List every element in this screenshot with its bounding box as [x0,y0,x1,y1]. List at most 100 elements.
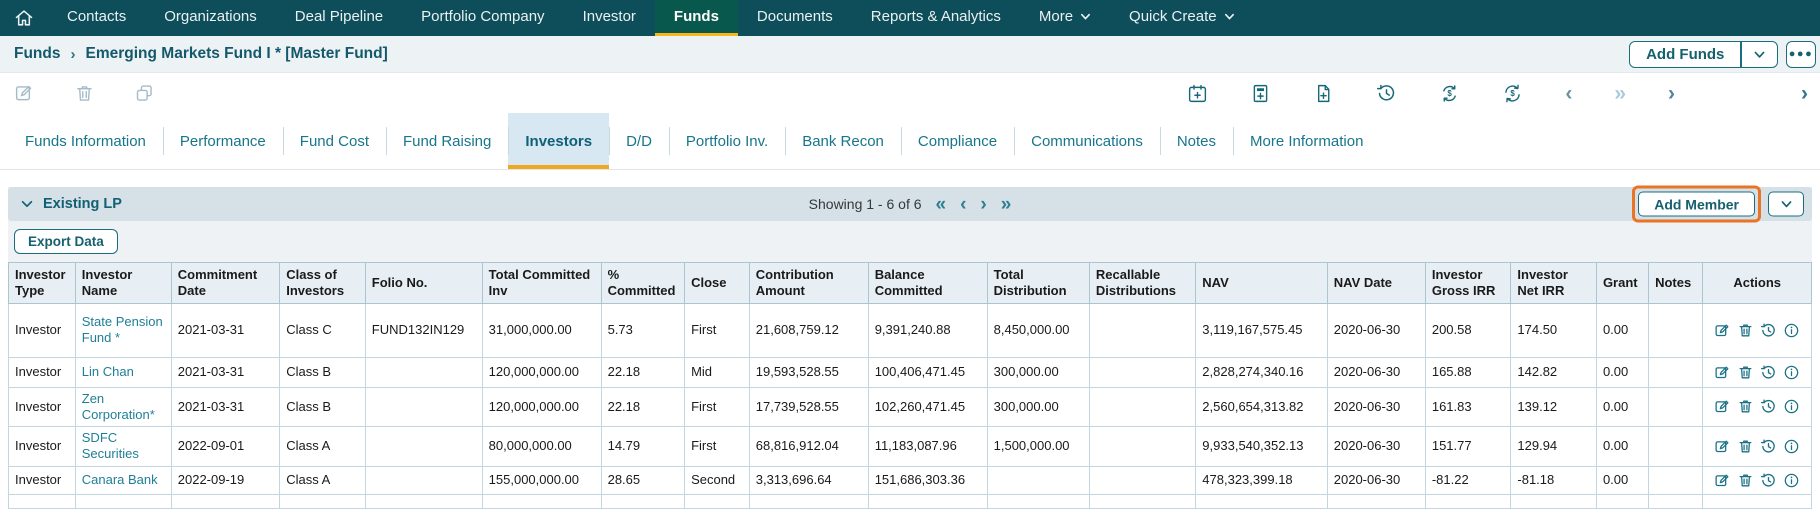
chevron-down-icon[interactable] [1742,42,1777,67]
column-header[interactable]: NAV Date [1326,262,1426,304]
tab-performance[interactable]: Performance [162,113,283,169]
history-icon[interactable] [1760,364,1777,381]
delete-icon[interactable] [1737,398,1754,415]
column-header[interactable]: Contribution Amount [748,262,869,304]
nav-item-more[interactable]: More [1020,0,1110,36]
investor-name-link[interactable]: State Pension Fund * [81,313,163,346]
column-header[interactable]: Total Committed Inv [481,262,602,304]
column-header[interactable]: Grant [1595,262,1650,304]
edit-icon[interactable] [14,83,35,104]
column-header[interactable]: Actions [1702,262,1812,304]
tab-fund-cost[interactable]: Fund Cost [282,113,386,169]
nav-item-funds[interactable]: Funds [654,0,738,36]
column-header[interactable]: % Committed [600,262,686,304]
nav-item-reports-analytics[interactable]: Reports & Analytics [870,8,1001,25]
investor-name-link[interactable]: Canara Bank [81,472,158,488]
export-data-button[interactable]: Export Data [14,229,118,254]
delete-icon[interactable] [74,83,95,104]
calendar-add-icon[interactable] [1187,83,1208,104]
info-icon[interactable] [1783,322,1800,339]
chevron-right-icon[interactable]: › [1668,81,1675,105]
delete-icon[interactable] [1737,364,1754,381]
info-icon[interactable] [1783,472,1800,489]
cell-investor-type: Investor [8,356,76,388]
currency-refresh-icon[interactable]: $ [1502,83,1523,104]
cell-notes [1648,465,1704,495]
edit-icon[interactable] [1714,364,1731,381]
nav-item-quick-create[interactable]: Quick Create [1110,0,1254,36]
history-icon[interactable] [1760,438,1777,455]
column-header[interactable]: Investor Type [8,262,76,304]
nav-item-investor[interactable]: Investor [582,8,636,25]
first-page-icon[interactable]: « [935,193,947,215]
investor-name-link[interactable]: Lin Chan [81,364,134,380]
column-header[interactable]: Balance Committed [867,262,988,304]
cell-investor-type: Investor [8,386,76,428]
table-row: Investor Zen Corporation* 2021-03-31 Cla… [8,386,1812,428]
column-header[interactable]: NAV [1195,262,1328,304]
tab-notes[interactable]: Notes [1159,113,1233,169]
column-header[interactable]: Total Distribution [986,262,1090,304]
nav-item-portfolio-company[interactable]: Portfolio Company [421,8,545,25]
info-icon[interactable] [1783,438,1800,455]
collapse-chevron-icon[interactable] [20,197,34,211]
column-header[interactable]: Investor Net IRR [1510,262,1597,304]
tab-fund-raising[interactable]: Fund Raising [385,113,508,169]
next-page-icon[interactable]: › [980,193,987,215]
home-icon[interactable] [0,0,48,36]
nav-item-deal-pipeline[interactable]: Deal Pipeline [294,8,384,25]
delete-icon[interactable] [1737,322,1754,339]
more-actions-button[interactable]: ●●● [1786,40,1816,68]
edit-icon[interactable] [1714,438,1731,455]
investor-name-link[interactable]: Zen Corporation* [81,390,155,422]
info-icon[interactable] [1783,398,1800,415]
nav-item-documents[interactable]: Documents [756,8,833,25]
cell-recallable [1088,465,1197,495]
currency-sync-icon[interactable]: $ [1439,83,1460,104]
last-page-icon[interactable]: » [1000,193,1012,215]
double-chevron-right-icon[interactable]: » [1614,81,1626,105]
panel-chevron-right-icon[interactable]: › [1801,81,1808,105]
tab-more-information[interactable]: More Information [1233,113,1380,169]
tab-dd[interactable]: D/D [609,113,669,169]
history-icon[interactable] [1760,322,1777,339]
table-toolbar: Export Data [8,221,1812,262]
history-icon[interactable] [1760,398,1777,415]
add-member-dropdown-button[interactable] [1768,191,1804,217]
column-header[interactable]: Close [684,262,750,304]
add-funds-button[interactable]: Add Funds [1646,45,1725,63]
edit-icon[interactable] [1714,472,1731,489]
nav-item-organizations[interactable]: Organizations [164,8,257,25]
column-header[interactable]: Commitment Date [170,262,281,304]
chevron-left-icon[interactable]: ‹ [1565,81,1573,105]
duplicate-icon[interactable] [134,83,155,104]
column-header[interactable]: Recallable Distributions [1088,262,1197,304]
column-header[interactable]: Investor Gross IRR [1424,262,1512,304]
tab-investors[interactable]: Investors [508,113,610,169]
file-add-icon[interactable] [1313,83,1334,104]
column-header[interactable]: Folio No. [364,262,483,304]
breadcrumb-funds-link[interactable]: Funds [14,45,61,62]
column-header[interactable]: Investor Name [74,262,172,304]
column-header[interactable]: Notes [1648,262,1704,304]
delete-icon[interactable] [1737,438,1754,455]
prev-page-icon[interactable]: ‹ [960,193,967,215]
column-header[interactable]: Class of Investors [279,262,366,304]
tab-portfolio-inv[interactable]: Portfolio Inv. [668,113,785,169]
edit-icon[interactable] [1714,322,1731,339]
info-icon[interactable] [1783,364,1800,381]
svg-text:$: $ [1448,89,1453,98]
edit-icon[interactable] [1714,398,1731,415]
add-funds-split-button[interactable]: Add Funds [1629,40,1778,68]
investor-name-link[interactable]: SDFC Securities [81,430,139,462]
tab-communications[interactable]: Communications [1014,113,1160,169]
tab-compliance[interactable]: Compliance [900,113,1014,169]
history-icon[interactable] [1760,472,1777,489]
tab-bank-recon[interactable]: Bank Recon [785,113,901,169]
history-icon[interactable] [1376,83,1397,104]
tab-funds-information[interactable]: Funds Information [25,132,146,150]
board-add-icon[interactable] [1250,83,1271,104]
add-member-button[interactable]: Add Member [1638,191,1755,217]
delete-icon[interactable] [1737,472,1754,489]
nav-item-contacts[interactable]: Contacts [67,8,127,25]
